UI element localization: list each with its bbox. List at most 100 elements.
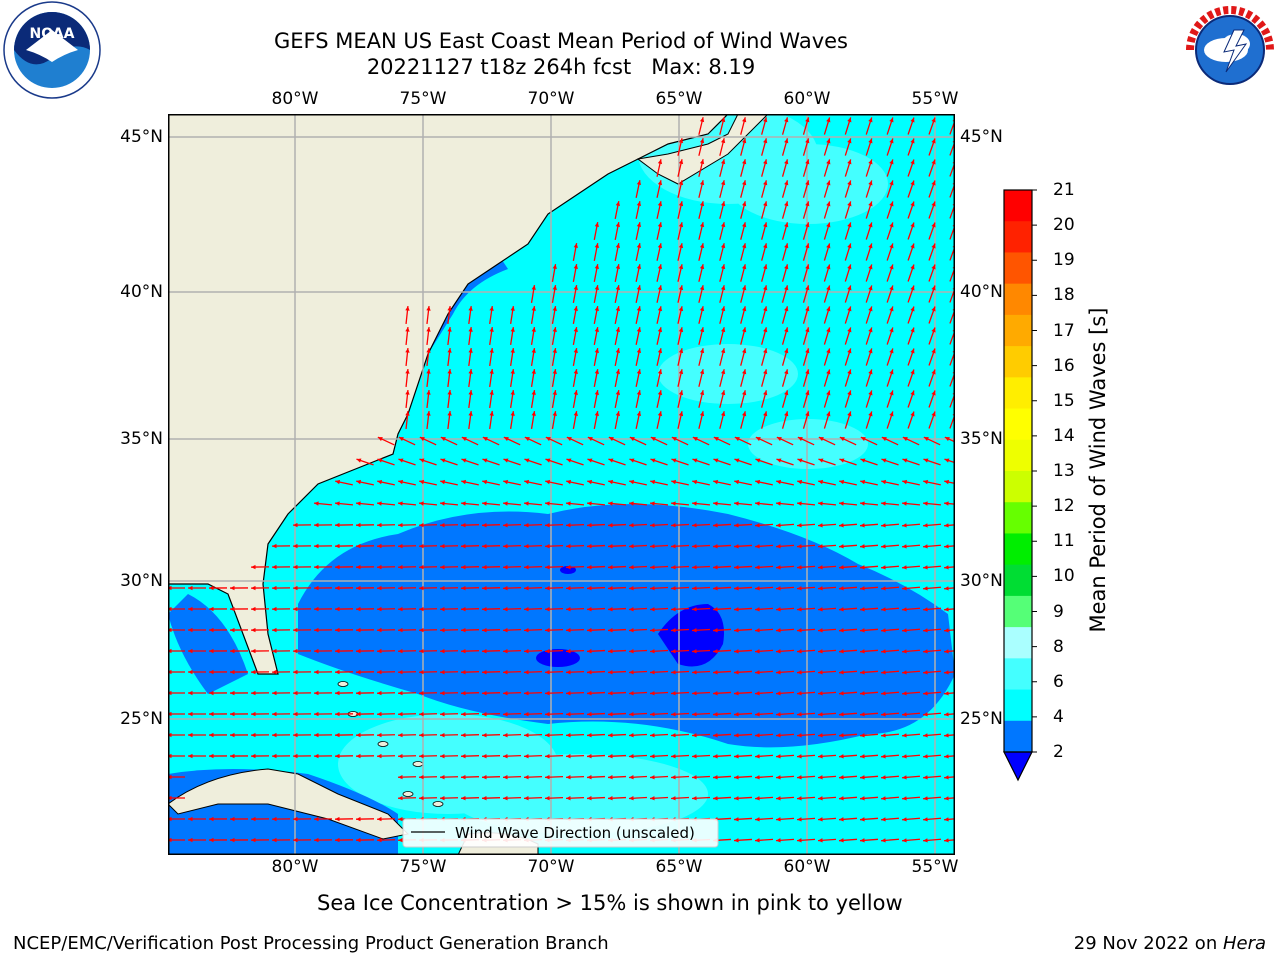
colorbar-segment xyxy=(1004,720,1032,753)
wave-direction-arrowhead xyxy=(881,754,886,759)
wave-direction-arrowhead xyxy=(713,649,718,654)
wave-direction-arrowhead xyxy=(923,607,928,612)
wave-direction-arrowhead xyxy=(931,264,936,270)
wave-direction-arrowhead xyxy=(881,733,886,738)
wave-direction-arrowhead xyxy=(902,733,907,738)
wave-direction-arrowhead xyxy=(902,523,907,528)
wave-direction-arrowhead xyxy=(889,348,894,354)
wave-direction-arrowhead xyxy=(489,348,494,353)
wave-direction-arrowhead xyxy=(889,390,894,396)
wave-direction-arrowhead xyxy=(776,712,781,717)
wave-direction-arrowhead xyxy=(868,348,873,354)
wave-direction-arrowhead xyxy=(377,606,382,612)
wave-direction-arrowhead xyxy=(763,201,768,207)
wave-direction-arrowhead xyxy=(902,670,907,675)
footer-date: 29 Nov 2022 on Hera xyxy=(1074,933,1266,954)
wave-direction-arrowhead xyxy=(734,733,739,738)
wave-direction-arrowhead xyxy=(293,564,298,570)
wave-direction-arrowhead xyxy=(902,796,907,801)
wave-period-map: Wind Wave Direction (unscaled) xyxy=(168,114,955,855)
wave-direction-arrowhead xyxy=(699,243,705,249)
wave-direction-arrowhead xyxy=(587,649,592,654)
colorbar-segment xyxy=(1004,658,1032,691)
wave-direction-arrowhead xyxy=(847,180,852,186)
longitude-label-top: 60°W xyxy=(783,89,831,109)
wave-direction-arrowhead xyxy=(524,733,529,738)
wave-direction-arrowhead xyxy=(881,817,886,822)
wave-direction-arrowhead xyxy=(657,201,663,207)
wave-direction-arrowhead xyxy=(713,437,719,442)
wave-direction-arrowhead xyxy=(398,669,403,675)
wave-direction-arrowhead xyxy=(797,817,802,822)
wave-direction-arrowhead xyxy=(566,437,572,442)
wave-direction-arrowhead xyxy=(168,837,172,843)
wave-direction-arrowhead xyxy=(272,732,277,738)
wave-direction-arrowhead xyxy=(839,523,844,528)
wave-direction-arrowhead xyxy=(881,479,887,485)
wave-direction-arrowhead xyxy=(805,327,810,333)
wave-direction-arrowhead xyxy=(763,159,768,165)
wave-direction-arrowhead xyxy=(440,543,445,549)
max-value: Max: 8.19 xyxy=(651,55,756,79)
wave-direction-arrowhead xyxy=(636,264,642,270)
wave-direction-arrowhead xyxy=(839,670,844,675)
wave-direction-arrowhead xyxy=(910,159,915,165)
wave-direction-arrowhead xyxy=(524,712,529,717)
wave-direction-arrowhead xyxy=(818,691,823,696)
wave-direction-arrowhead xyxy=(405,411,410,416)
wave-direction-arrowhead xyxy=(573,327,578,332)
wave-direction-arrowhead xyxy=(860,754,865,759)
wave-direction-arrowhead xyxy=(931,201,936,207)
wave-direction-arrowhead xyxy=(230,753,235,759)
wave-direction-arrowhead xyxy=(524,479,530,485)
footer-credit: NCEP/EMC/Verification Post Processing Pr… xyxy=(13,933,609,954)
wave-direction-arrowhead xyxy=(881,796,886,801)
wave-direction-arrowhead xyxy=(335,479,341,485)
wave-direction-arrowhead xyxy=(566,691,571,696)
wave-direction-arrowhead xyxy=(720,411,726,417)
wave-direction-arrowhead xyxy=(377,837,382,843)
wave-direction-arrowhead xyxy=(594,348,599,353)
wave-direction-arrowhead xyxy=(545,628,550,633)
wave-direction-arrowhead xyxy=(566,523,571,528)
wave-direction-arrowhead xyxy=(419,711,424,717)
wave-direction-arrowhead xyxy=(377,753,382,759)
wave-direction-arrowhead xyxy=(818,754,823,759)
wave-direction-arrowhead xyxy=(797,479,803,485)
wave-direction-arrowhead xyxy=(440,522,445,528)
wave-direction-arrowhead xyxy=(482,564,487,570)
wave-direction-arrowhead xyxy=(923,523,928,528)
wave-direction-arrowhead xyxy=(314,585,319,591)
wave-direction-arrowhead xyxy=(784,138,789,144)
wave-direction-arrowhead xyxy=(461,479,467,485)
wave-direction-arrowhead xyxy=(868,369,873,375)
wave-direction-arrowhead xyxy=(251,837,256,843)
wave-direction-arrowhead xyxy=(692,437,698,442)
wave-direction-arrowhead xyxy=(377,648,382,654)
wave-direction-arrowhead xyxy=(482,585,487,591)
wave-direction-arrowhead xyxy=(755,670,760,675)
wave-direction-arrowhead xyxy=(692,691,697,696)
wave-direction-arrowhead xyxy=(209,816,214,822)
wave-direction-arrowhead xyxy=(944,754,949,759)
wave-direction-arrowhead xyxy=(755,775,760,780)
wave-direction-arrowhead xyxy=(594,264,599,269)
wave-direction-arrowhead xyxy=(440,690,445,696)
wave-direction-arrowhead xyxy=(356,564,361,570)
colorbar-tick-label: 13 xyxy=(1053,461,1075,481)
wave-direction-arrowhead xyxy=(356,669,361,675)
wave-direction-arrowhead xyxy=(594,411,599,416)
wave-direction-arrowhead xyxy=(209,585,214,591)
wave-direction-arrowhead xyxy=(910,348,915,354)
wave-direction-arrowhead xyxy=(168,690,172,696)
wave-direction-arrowhead xyxy=(671,796,676,801)
wave-direction-arrowhead xyxy=(944,628,949,633)
wave-direction-arrowhead xyxy=(910,201,915,207)
wave-direction-arrowhead xyxy=(314,669,319,675)
wave-direction-arrowhead xyxy=(251,564,256,570)
wave-direction-arrow xyxy=(949,349,955,366)
wave-direction-arrowhead xyxy=(440,795,445,801)
wave-direction-arrowhead xyxy=(931,243,936,249)
wave-direction-arrowhead xyxy=(944,523,949,528)
wave-direction-arrowhead xyxy=(776,670,781,675)
